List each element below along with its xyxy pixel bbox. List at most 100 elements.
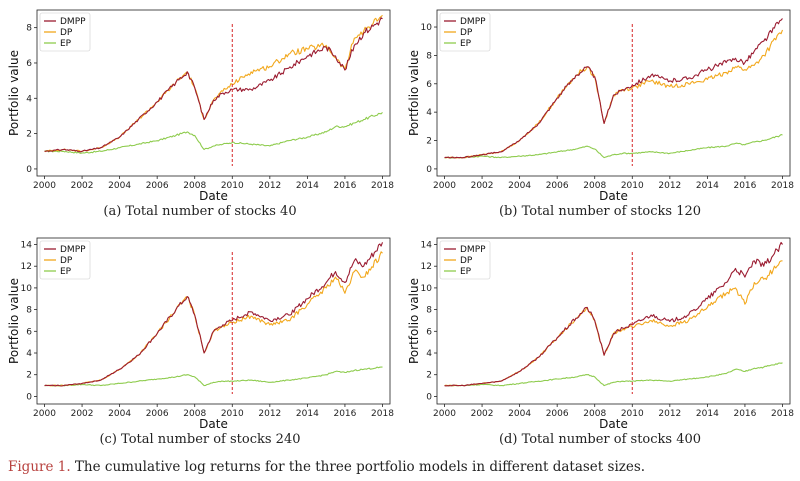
x-tick-label: 2000 bbox=[433, 409, 456, 419]
x-tick-label: 2016 bbox=[333, 181, 356, 191]
y-tick-label: 10 bbox=[421, 284, 433, 294]
x-tick-label: 2000 bbox=[33, 181, 56, 191]
x-tick-label: 2010 bbox=[221, 409, 244, 419]
plot-frame bbox=[36, 237, 391, 405]
legend-label-dmpp: DMPP bbox=[460, 17, 486, 27]
series-line-ep bbox=[444, 134, 783, 159]
x-tick-label: 2004 bbox=[508, 181, 531, 191]
x-axis-label: Date bbox=[599, 189, 628, 203]
y-axis-label: Portfolio value bbox=[7, 50, 21, 136]
series-line-ep bbox=[44, 366, 383, 387]
y-tick-label: 10 bbox=[21, 284, 33, 294]
y-tick-label: 6 bbox=[26, 327, 32, 337]
legend-label-ep: EP bbox=[60, 267, 72, 277]
y-tick-label: 0 bbox=[26, 165, 32, 175]
figure-caption-text: The cumulative log returns for the three… bbox=[70, 459, 646, 475]
legend-label-dmpp: DMPP bbox=[60, 245, 86, 255]
x-tick-label: 2016 bbox=[333, 409, 356, 419]
y-tick-label: 2 bbox=[26, 371, 32, 381]
chart-svg-b: 2000 2002 2004 2006 2008 2010 2012 2014 2016 2018… bbox=[407, 9, 794, 203]
x-tick-label: 2012 bbox=[258, 181, 281, 191]
y-tick-label: 4 bbox=[26, 94, 32, 104]
legend-box bbox=[39, 240, 91, 280]
chart-caption-a: (a) Total number of stocks 40 bbox=[103, 204, 297, 219]
series-line-dmpp bbox=[44, 17, 383, 153]
y-tick-label: 2 bbox=[26, 130, 32, 140]
y-tick-label: 0 bbox=[426, 165, 432, 175]
x-tick-label: 2016 bbox=[733, 181, 756, 191]
chart-panel-a: 2000 2002 2004 2006 2008 2010 2012 2014 2016 2018… bbox=[0, 0, 400, 230]
x-tick-label: 2018 bbox=[371, 181, 394, 191]
chart-panel-d: 2000 2002 2004 2006 2008 2010 2012 2014 2016 2018… bbox=[400, 228, 800, 458]
legend-label-dp: DP bbox=[60, 28, 73, 38]
y-tick-label: 12 bbox=[421, 262, 432, 272]
y-tick-label: 14 bbox=[21, 241, 33, 251]
x-tick-label: 2010 bbox=[621, 409, 644, 419]
x-tick-label: 2014 bbox=[696, 181, 719, 191]
x-tick-label: 2010 bbox=[621, 181, 644, 191]
legend-label-dmpp: DMPP bbox=[60, 17, 86, 27]
legend-box bbox=[39, 12, 91, 52]
x-tick-label: 2002 bbox=[71, 409, 94, 419]
x-tick-label: 2018 bbox=[371, 409, 394, 419]
chart-caption-b: (b) Total number of stocks 120 bbox=[498, 204, 702, 219]
chart-svg-a: 2000 2002 2004 2006 2008 2010 2012 2014 2016 2018… bbox=[7, 9, 394, 203]
chart-panel-b: 2000 2002 2004 2006 2008 2010 2012 2014 2016 2018… bbox=[400, 0, 800, 230]
x-axis-label: Date bbox=[199, 189, 228, 203]
x-tick-label: 2008 bbox=[183, 409, 206, 419]
y-tick-label: 14 bbox=[421, 241, 433, 251]
x-tick-label: 2000 bbox=[33, 409, 56, 419]
series-line-dmpp bbox=[44, 242, 384, 387]
y-tick-label: 4 bbox=[426, 349, 432, 359]
series-line-dmpp bbox=[444, 241, 783, 387]
x-tick-label: 2006 bbox=[146, 409, 169, 419]
x-tick-label: 2006 bbox=[546, 181, 569, 191]
legend-label-dp: DP bbox=[460, 256, 473, 266]
plot-frame bbox=[436, 9, 791, 177]
y-axis-label: Portfolio value bbox=[407, 50, 421, 136]
plot-frame bbox=[436, 237, 791, 405]
y-tick-label: 6 bbox=[426, 327, 432, 337]
legend-label-dp: DP bbox=[60, 256, 73, 266]
x-tick-label: 2006 bbox=[146, 181, 169, 191]
y-tick-label: 8 bbox=[426, 306, 432, 316]
x-tick-label: 2010 bbox=[221, 181, 244, 191]
series-line-dmpp bbox=[444, 18, 783, 159]
legend-label-ep: EP bbox=[460, 267, 472, 277]
series-line-ep bbox=[44, 112, 383, 154]
x-tick-label: 2012 bbox=[658, 181, 681, 191]
y-tick-label: 2 bbox=[426, 137, 432, 147]
x-tick-label: 2006 bbox=[546, 409, 569, 419]
x-tick-label: 2004 bbox=[108, 181, 131, 191]
legend-label-dmpp: DMPP bbox=[460, 245, 486, 255]
legend-box bbox=[439, 240, 491, 280]
figure-caption: Figure 1. The cumulative log returns for… bbox=[8, 459, 798, 475]
y-tick-label: 8 bbox=[26, 24, 32, 34]
y-tick-label: 0 bbox=[26, 392, 32, 402]
y-axis-label: Portfolio value bbox=[7, 278, 21, 364]
figure-label: Figure 1. bbox=[8, 459, 71, 475]
x-tick-label: 2014 bbox=[296, 181, 319, 191]
x-axis-label: Date bbox=[599, 417, 628, 431]
x-tick-label: 2012 bbox=[258, 409, 281, 419]
x-tick-label: 2014 bbox=[296, 409, 319, 419]
y-axis-label: Portfolio value bbox=[407, 278, 421, 364]
x-tick-label: 2008 bbox=[183, 181, 206, 191]
y-tick-label: 6 bbox=[426, 80, 432, 90]
x-axis-label: Date bbox=[199, 417, 228, 431]
y-tick-label: 4 bbox=[26, 349, 32, 359]
x-tick-label: 2018 bbox=[771, 409, 794, 419]
x-tick-label: 2002 bbox=[471, 181, 494, 191]
series-line-ep bbox=[444, 362, 783, 387]
x-tick-label: 2000 bbox=[433, 181, 456, 191]
legend-label-dp: DP bbox=[460, 28, 473, 38]
y-tick-label: 12 bbox=[21, 262, 32, 272]
y-tick-label: 8 bbox=[26, 306, 32, 316]
x-tick-label: 2008 bbox=[583, 181, 606, 191]
x-tick-label: 2002 bbox=[71, 181, 94, 191]
x-tick-label: 2002 bbox=[471, 409, 494, 419]
y-tick-label: 2 bbox=[426, 371, 432, 381]
